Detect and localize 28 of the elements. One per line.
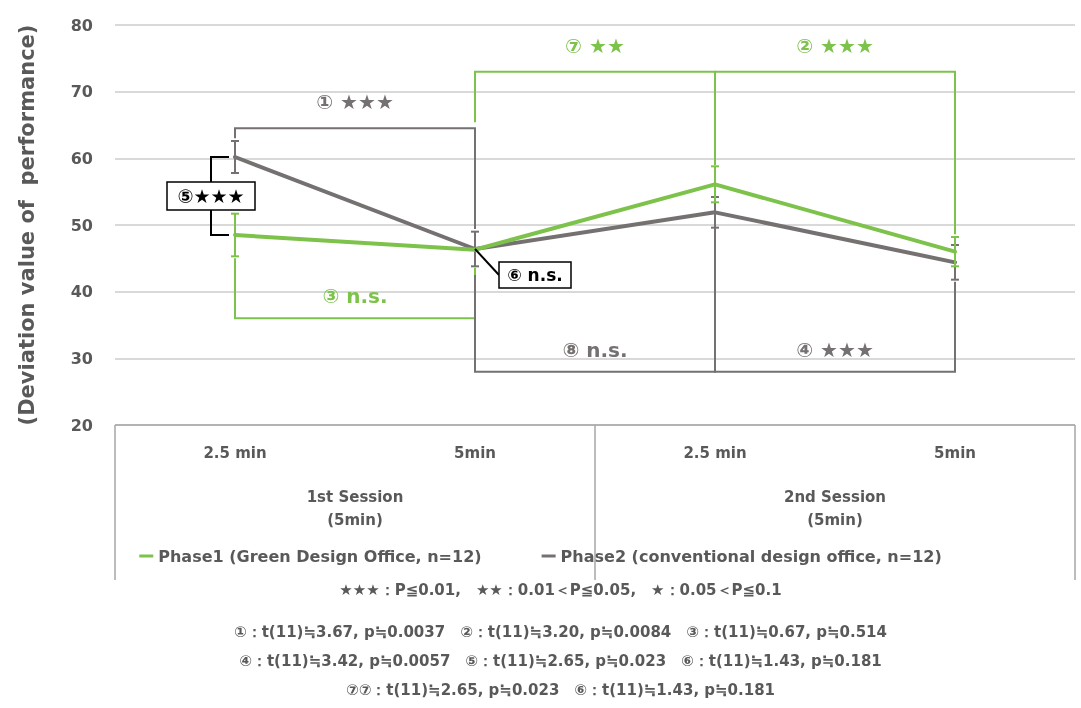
text: ①：t(11)≒3.67, p≒0.0037 ②：t(11)≒3.20, p≒0.0084 ③：t(11)≒0.67, p≒0.514	[234, 623, 887, 642]
x-tick-label: 5min	[934, 443, 976, 462]
annotation: ③ n.s.	[322, 284, 388, 309]
y-tick-label: 40	[70, 282, 93, 302]
x-tick-label: 2.5 min	[683, 443, 747, 462]
text: 1st Session (5min)	[306, 488, 404, 529]
text: ⑦⑦：t(11)≒2.65, p≒0.023 ⑥：t(11)≒1.43, p≒0.181	[345, 681, 776, 700]
y-tick-label: 80	[70, 15, 93, 35]
y-tick-label: 20	[70, 415, 93, 435]
text: 2nd Session (5min)	[783, 488, 887, 529]
legend-label: Phase2 (conventional design office, n=12)	[560, 546, 942, 566]
y-axis-title: (Deviation value of performance)	[14, 24, 39, 426]
annotation: ② ★★★	[796, 33, 874, 58]
annotation: ⑦ ★★	[565, 33, 625, 58]
x-tick-label: 5min	[454, 443, 496, 462]
annotation: ① ★★★	[316, 90, 394, 115]
text: ④：t(11)≒3.42, p≒0.0057 ⑤：t(11)≒2.65, p≒0.023 ⑥：t(11)≒1.43, p≒0.181	[239, 652, 882, 671]
y-tick-label: 70	[70, 82, 93, 102]
legend-label: Phase1 (Green Design Office, n=12)	[158, 546, 482, 566]
x-tick-label: 2.5 min	[203, 443, 267, 462]
annotation: ⑧ n.s.	[562, 337, 628, 362]
y-tick-label: 60	[70, 148, 93, 168]
y-tick-label: 50	[70, 215, 93, 235]
annotation: ⑥ n.s.	[507, 264, 563, 285]
annotation: ⑤★★★	[177, 184, 245, 207]
annotation: ④ ★★★	[796, 337, 874, 362]
text: ★★★：P≦0.01, ★★：0.01＜P≦0.05, ★：0.05＜P≦0.1	[339, 581, 782, 600]
y-tick-label: 30	[70, 348, 93, 368]
